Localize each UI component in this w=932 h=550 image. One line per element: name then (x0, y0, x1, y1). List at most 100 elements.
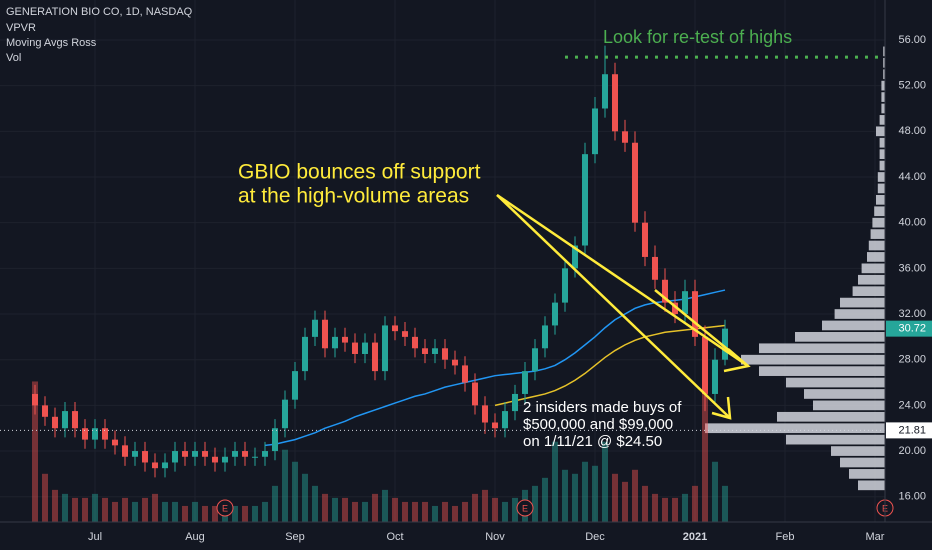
profile-bar (795, 332, 885, 342)
annotation: 2 insiders made buys of (523, 399, 682, 416)
volume-bar (632, 469, 638, 522)
candle-body (252, 456, 258, 458)
profile-bar (879, 137, 885, 148)
earnings-label: E (222, 503, 228, 513)
volume-bar (112, 501, 118, 522)
candle-body (402, 331, 408, 337)
volume (32, 381, 728, 522)
moving-average (494, 324, 726, 407)
volume-bar (192, 501, 198, 522)
candle-body (42, 405, 48, 417)
candle-body (442, 348, 448, 360)
volume-bar (172, 501, 178, 522)
y-tick-label: 44.00 (898, 171, 926, 183)
candle-body (612, 74, 618, 132)
y-tick-label: 40.00 (898, 217, 926, 229)
volume-bar (42, 473, 48, 522)
profile-bar (879, 160, 885, 171)
arrow (496, 193, 749, 368)
candle-body (102, 428, 108, 440)
volume-bar (502, 501, 508, 522)
earnings-marker (516, 499, 534, 517)
volume-bar (692, 485, 698, 522)
candle-body (692, 291, 698, 337)
x-tick-label: Aug (185, 531, 205, 543)
volume-bar (72, 497, 78, 522)
candle-body (532, 348, 538, 372)
volume-bar (722, 485, 728, 522)
candle-body (682, 291, 688, 315)
profile-bar (786, 377, 885, 388)
candle-body (202, 451, 208, 457)
y-tick-label: 56.00 (898, 34, 926, 46)
profile-bar (852, 286, 885, 297)
volume-bar (642, 485, 648, 522)
volume-bar (552, 441, 558, 522)
candle-body (382, 325, 388, 372)
candle-body (362, 342, 368, 354)
y-tick-label: 48.00 (898, 125, 926, 137)
volume-bar (482, 489, 488, 522)
volume-profile (705, 46, 885, 491)
volume-bar (592, 465, 598, 522)
volume-bar (362, 501, 368, 522)
candle-body (282, 399, 288, 429)
y-tick-label: 24.00 (898, 399, 926, 411)
volume-bar (292, 461, 298, 522)
candle-body (342, 336, 348, 343)
volume-bar (392, 497, 398, 522)
candle-body (622, 131, 628, 143)
x-tick-label: Oct (386, 531, 403, 543)
profile-bar (849, 469, 885, 479)
profile-bar (877, 183, 885, 194)
candle-body (32, 393, 38, 406)
moving-average (264, 289, 726, 447)
volume-bar (262, 501, 268, 522)
volume-bar (382, 489, 388, 522)
volume-bar (332, 497, 338, 522)
volume-bar (612, 473, 618, 522)
profile-bar (881, 103, 885, 114)
y-tick-label: 36.00 (898, 262, 926, 274)
volume-bar (212, 505, 218, 522)
profile-bar (777, 411, 885, 422)
profile-bar (868, 240, 885, 251)
candle-body (62, 411, 68, 429)
candle-body (152, 462, 158, 469)
volume-bar (712, 461, 718, 522)
candle-body (722, 328, 728, 360)
candle-body (132, 451, 138, 457)
candle-body (182, 451, 188, 457)
volume-bar (702, 381, 708, 522)
candle-body (702, 336, 708, 394)
volume-bar (152, 493, 158, 522)
candle-body (302, 336, 308, 372)
volume-bar (512, 497, 518, 522)
volume-bar (52, 489, 58, 522)
candle-body (52, 416, 58, 429)
candle-body (432, 348, 438, 354)
candle-body (452, 359, 458, 366)
profile-bar (804, 389, 885, 399)
profile-bar (858, 480, 885, 491)
indicator: VPVR (6, 22, 36, 34)
candle-body (632, 142, 638, 223)
volume-bar (542, 477, 548, 522)
candle-body (212, 456, 218, 463)
candle-body (272, 428, 278, 452)
volume-bar (602, 441, 608, 522)
candle-body (392, 325, 398, 332)
volume-bar (472, 493, 478, 522)
candle-body (372, 342, 378, 372)
volume-bar (422, 501, 428, 522)
profile-bar (705, 423, 885, 434)
candle-body (502, 411, 508, 429)
volume-bar (492, 497, 498, 522)
candle-body (72, 411, 78, 429)
volume-bar (322, 493, 328, 522)
volume-bar (182, 505, 188, 522)
candle-body (92, 428, 98, 440)
grid (0, 0, 885, 522)
profile-bar (881, 80, 885, 91)
